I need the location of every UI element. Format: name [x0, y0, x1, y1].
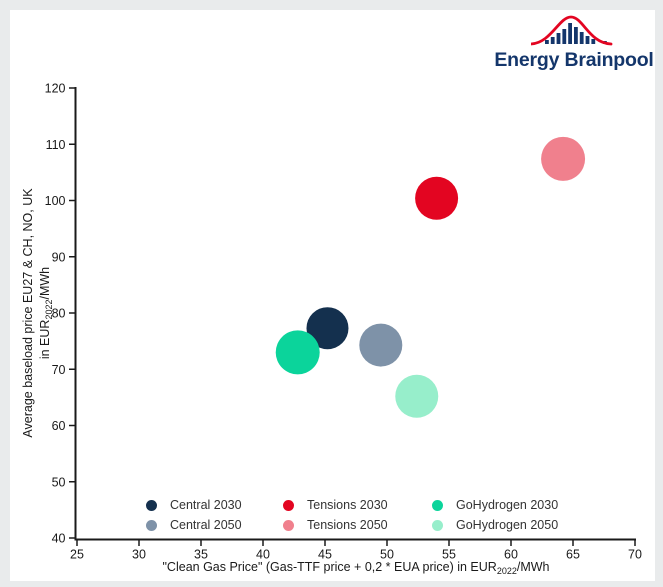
y-tick-label: 70 — [52, 363, 66, 377]
legend-label: Tensions 2030 — [307, 498, 388, 512]
x-tick-label: 60 — [504, 548, 518, 562]
x-tick-label: 70 — [628, 548, 642, 562]
y-tick-label: 110 — [46, 138, 66, 152]
x-tick-label: 25 — [70, 548, 84, 562]
legend-column: Central 2030 Central 2050 — [146, 495, 242, 535]
logo-icon — [531, 15, 613, 46]
x-tick-label: 30 — [132, 548, 146, 562]
legend-dot — [432, 499, 443, 511]
legend-dot — [146, 499, 157, 511]
y-tick-label: 80 — [52, 307, 66, 321]
y-axis-label-line2: in EUR2022/MWh — [38, 266, 54, 360]
legend-label: Central 2030 — [170, 498, 242, 512]
legend-column: Tensions 2030 Tensions 2050 — [283, 495, 388, 535]
y-tick-label: 50 — [52, 475, 66, 489]
legend-item-tensions-2030: Tensions 2030 — [283, 495, 388, 515]
legend-item-gohydrogen-2030: GoHydrogen 2030 — [432, 495, 558, 515]
legend-item-central-2050: Central 2050 — [146, 515, 242, 535]
bubble-tensions-2050 — [541, 136, 586, 181]
y-tick-label: 90 — [52, 250, 66, 264]
chart-panel — [10, 10, 655, 581]
logo-text: Energy Brainpool — [494, 49, 654, 71]
legend-label: GoHydrogen 2050 — [456, 518, 559, 532]
legend-dot — [432, 519, 443, 531]
x-tick-label: 55 — [442, 548, 456, 562]
legend-label: Tensions 2050 — [307, 518, 388, 532]
bubble-gohydrogen-2050 — [395, 374, 439, 418]
y-tick-label: 40 — [52, 532, 66, 546]
legend-dot — [283, 519, 294, 531]
bubble-central-2030 — [306, 307, 349, 350]
legend-dot — [146, 519, 157, 531]
y-axis-label: Average baseload price EU27 & CH, NO, UK… — [20, 82, 54, 544]
x-tick-label: 35 — [194, 548, 208, 562]
x-tick-label: 40 — [256, 548, 270, 562]
legend-label: Central 2050 — [170, 518, 242, 532]
y-axis-label-line1: Average baseload price EU27 & CH, NO, UK — [21, 188, 35, 438]
y-tick-label: 120 — [45, 82, 66, 96]
legend-item-central-2030: Central 2030 — [146, 495, 242, 515]
x-axis-label: "Clean Gas Price" (Gas-TTF price + 0,2 *… — [162, 560, 550, 576]
y-tick-label: 60 — [52, 419, 66, 433]
bubble-gohydrogen-2030 — [275, 330, 320, 375]
legend-dot — [283, 499, 294, 511]
legend-column: GoHydrogen 2030 GoHydrogen 2050 — [432, 495, 558, 535]
x-tick-label: 65 — [566, 548, 580, 562]
legend-item-tensions-2050: Tensions 2050 — [283, 515, 388, 535]
legend-item-gohydrogen-2050: GoHydrogen 2050 — [432, 515, 558, 535]
bubble-central-2050 — [359, 323, 403, 367]
y-tick-label: 100 — [45, 194, 66, 208]
logo: Energy Brainpool — [488, 10, 660, 72]
x-tick-label: 50 — [380, 548, 394, 562]
legend-label: GoHydrogen 2030 — [456, 498, 559, 512]
bubble-tensions-2030 — [415, 176, 459, 220]
x-tick-label: 45 — [318, 548, 332, 562]
